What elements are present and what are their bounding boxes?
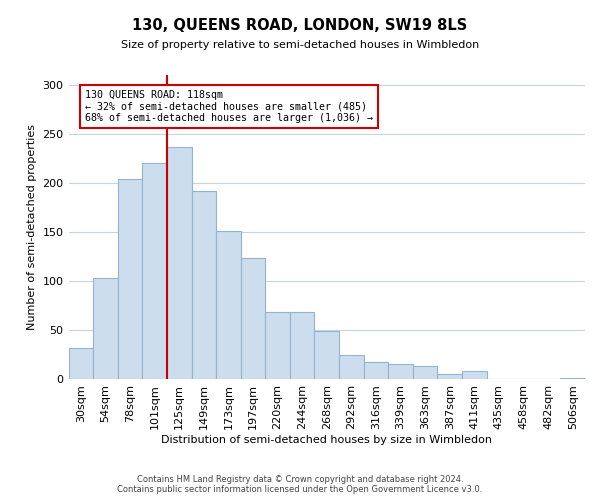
Bar [413,366,437,380]
Text: 130, QUEENS ROAD, LONDON, SW19 8LS: 130, QUEENS ROAD, LONDON, SW19 8LS [133,18,467,32]
Bar [241,258,265,380]
Bar [118,179,142,380]
Text: Contains HM Land Registry data © Crown copyright and database right 2024.: Contains HM Land Registry data © Crown c… [137,475,463,484]
Bar [437,374,462,380]
Bar [364,362,388,380]
Bar [191,191,216,380]
Bar [93,278,118,380]
Bar [290,312,314,380]
Bar [265,312,290,380]
Bar [216,231,241,380]
Text: 130 QUEENS ROAD: 118sqm
← 32% of semi-detached houses are smaller (485)
68% of s: 130 QUEENS ROAD: 118sqm ← 32% of semi-de… [85,90,373,123]
Text: Size of property relative to semi-detached houses in Wimbledon: Size of property relative to semi-detach… [121,40,479,50]
Bar [560,378,585,380]
Y-axis label: Number of semi-detached properties: Number of semi-detached properties [27,124,37,330]
Bar [142,164,167,380]
Bar [339,355,364,380]
Text: Contains public sector information licensed under the Open Government Licence v3: Contains public sector information licen… [118,485,482,494]
X-axis label: Distribution of semi-detached houses by size in Wimbledon: Distribution of semi-detached houses by … [161,435,492,445]
Bar [68,348,93,380]
Bar [462,370,487,380]
Bar [167,146,191,380]
Bar [314,332,339,380]
Bar [388,364,413,380]
